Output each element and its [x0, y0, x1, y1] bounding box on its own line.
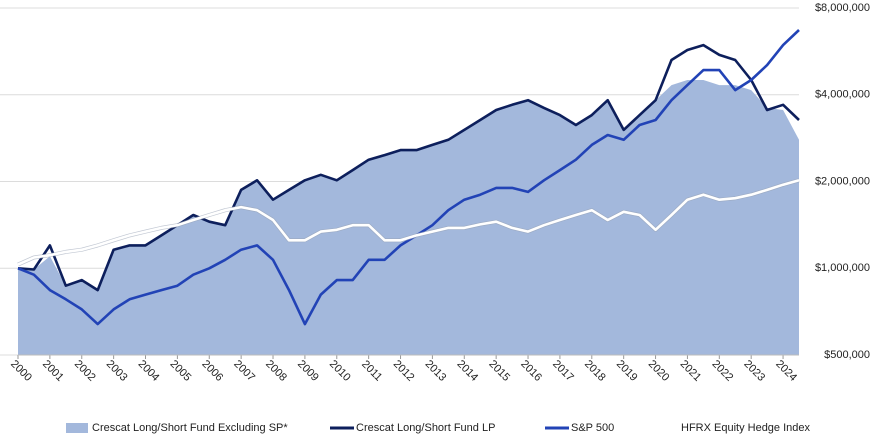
x-tick-label: 2018: [582, 358, 608, 384]
legend-label: Crescat Long/Short Fund LP: [356, 422, 495, 434]
x-tick-label: 2020: [646, 358, 672, 384]
line: [17, 29, 800, 326]
x-tick-label: 2019: [614, 358, 640, 384]
x-tick-label: 2006: [199, 358, 225, 384]
y-tick-label: $1,000,000: [815, 262, 870, 274]
x-tick-label: 2024: [773, 358, 799, 384]
x-tick-label: 2015: [486, 358, 512, 384]
x-tick-label: 2022: [709, 358, 735, 384]
x-tick-label: 2016: [518, 358, 544, 384]
x-tick-label: 2011: [359, 358, 384, 383]
x-tick-label: 2005: [168, 358, 194, 384]
y-tick-label: $4,000,000: [815, 89, 870, 101]
legend-label: S&P 500: [571, 422, 614, 434]
x-tick-label: 2023: [741, 358, 767, 384]
legend-label: Crescat Long/Short Fund Excluding SP*: [92, 422, 288, 434]
legend-label: HFRX Equity Hedge Index: [681, 422, 811, 434]
x-tick-label: 2002: [72, 358, 98, 384]
area: [18, 80, 799, 355]
x-tick-label: 2021: [678, 358, 704, 384]
legend-swatch: [66, 423, 88, 433]
x-tick-label: 2012: [391, 358, 417, 384]
y-tick-label: $2,000,000: [815, 175, 870, 187]
y-tick-label: $500,000: [824, 349, 870, 361]
x-tick-label: 2008: [263, 358, 289, 384]
x-tick-label: 2001: [40, 358, 66, 384]
x-tick-label: 2000: [8, 358, 34, 384]
x-tick-label: 2014: [454, 358, 480, 384]
x-tick-label: 2007: [231, 358, 257, 384]
y-tick-label: $8,000,000: [815, 2, 870, 14]
x-tick-label: 2017: [550, 358, 576, 384]
x-tick-label: 2003: [104, 358, 130, 384]
x-tick-label: 2004: [136, 358, 162, 384]
line: [17, 179, 800, 266]
x-tick-label: 2013: [423, 358, 449, 384]
line: [17, 43, 800, 292]
x-tick-label: 2009: [295, 358, 321, 384]
x-tick-label: 2010: [327, 358, 353, 384]
